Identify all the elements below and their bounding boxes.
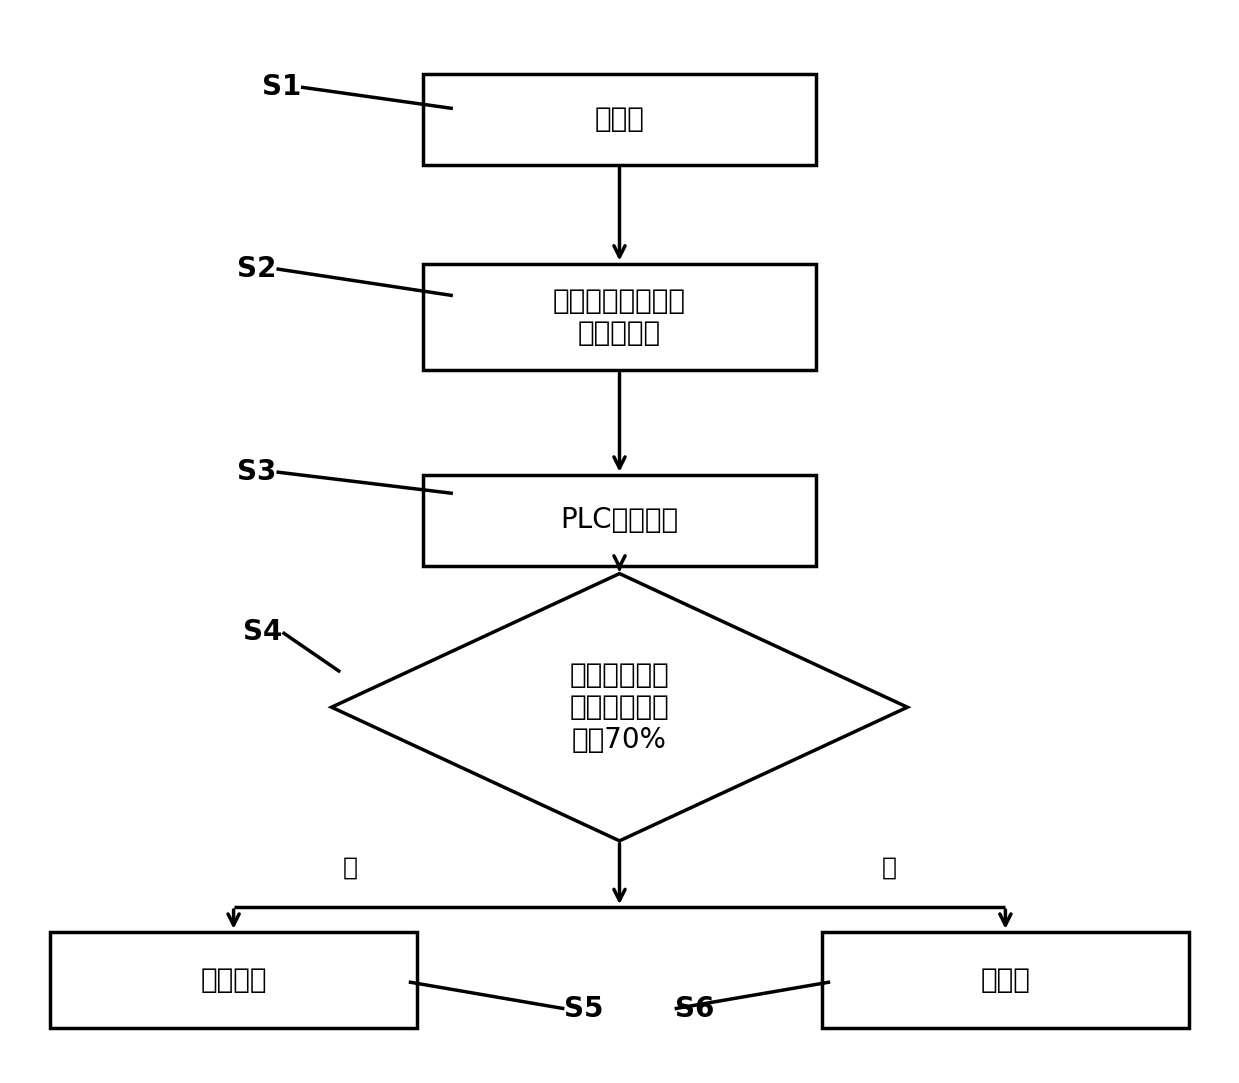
Text: 蹏板传感器传输蹏
板位移信号: 蹏板传感器传输蹏 板位移信号 xyxy=(553,287,686,348)
Text: 踩蹏板: 踩蹏板 xyxy=(595,105,644,133)
Text: 判断蹏板行程
是否达到总行
程的70%: 判断蹏板行程 是否达到总行 程的70% xyxy=(570,661,669,754)
Text: S5: S5 xyxy=(565,994,603,1022)
Text: 液压制动: 液压制动 xyxy=(201,966,266,994)
Text: S3: S3 xyxy=(237,458,276,486)
Polygon shape xyxy=(332,574,907,840)
Bar xyxy=(424,474,815,565)
Text: 是: 是 xyxy=(342,856,358,879)
Bar xyxy=(821,931,1189,1028)
Bar xyxy=(424,263,815,370)
Text: 否: 否 xyxy=(881,856,897,879)
Text: S4: S4 xyxy=(243,618,282,647)
Bar xyxy=(50,931,418,1028)
Text: PLC接受信号: PLC接受信号 xyxy=(560,506,679,534)
Text: S6: S6 xyxy=(674,994,714,1022)
Text: S2: S2 xyxy=(237,255,276,283)
Bar xyxy=(424,74,815,165)
Text: S1: S1 xyxy=(261,74,301,101)
Text: 电制动: 电制动 xyxy=(980,966,1031,994)
